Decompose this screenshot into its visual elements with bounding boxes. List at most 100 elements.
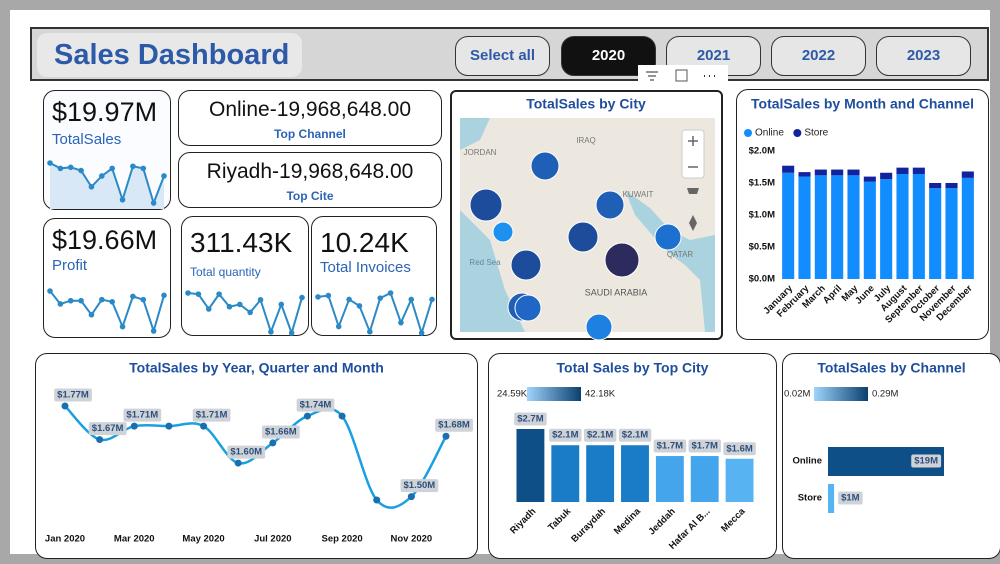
value-label-bg	[400, 479, 439, 493]
spark-point	[418, 330, 425, 336]
visual-header-bg	[638, 65, 728, 87]
legend-max: 42.18K	[585, 389, 616, 400]
legend-marker	[793, 129, 802, 137]
y-tick-label: $0.5M	[749, 242, 775, 253]
year-button[interactable]: Select all	[455, 36, 550, 76]
bar	[655, 456, 684, 502]
spark-point	[299, 294, 305, 301]
bubble	[604, 242, 640, 278]
map-label: IRAQ	[576, 136, 596, 145]
zoom-box[interactable]	[681, 129, 705, 179]
kpi-label: Top Cite	[286, 189, 334, 203]
kpi-value: Online-19,968,648.00	[209, 98, 411, 121]
y-tick-label: $2.0M	[749, 146, 775, 157]
spark-point	[47, 288, 53, 294]
spark-point	[268, 329, 274, 335]
kpi-card: Online-19,968,648.00 Top Channel	[178, 90, 442, 146]
dashboard-title: Sales Dashboard	[37, 33, 302, 77]
bubble	[585, 313, 613, 340]
spark-point	[130, 163, 136, 170]
kpi-value: Riyadh-19,968,648.00	[206, 160, 414, 183]
bar-segment	[863, 181, 876, 279]
value-label-bg	[583, 428, 617, 442]
map-zoom[interactable]	[681, 129, 705, 179]
zoom-icons[interactable]	[688, 136, 698, 168]
x-tick-label: Tabuk	[546, 506, 574, 534]
filter-icon[interactable]	[646, 71, 658, 81]
y-tick-label: $0.0M	[749, 274, 775, 285]
chart: TotalSales by Year, Quarter and Month $1.…	[45, 360, 473, 545]
bar-segment	[814, 169, 827, 176]
value-label: $2.1M	[552, 430, 578, 441]
spark-point	[346, 296, 352, 303]
sparkline	[47, 160, 167, 209]
point	[234, 459, 242, 467]
bar	[586, 445, 615, 502]
bar-segment	[814, 175, 827, 279]
kpi-value: $19.97M	[52, 97, 158, 127]
chart-title: Total Sales by Top City	[557, 360, 709, 376]
spark-point	[88, 183, 95, 190]
point	[442, 432, 450, 440]
point	[130, 422, 138, 430]
bar-segment	[912, 174, 925, 279]
year-button[interactable]: 2023	[876, 36, 971, 76]
kpi-label: Top Channel	[274, 127, 346, 141]
bar-segment	[782, 172, 795, 279]
value-label-bg	[549, 428, 582, 442]
y-tick-label: $1.0M	[749, 210, 775, 221]
spark-point	[88, 311, 95, 318]
spark-point	[150, 200, 157, 206]
bar-segment	[863, 176, 876, 182]
kpi-value: $19.66M	[52, 225, 158, 255]
focus-icon[interactable]	[675, 69, 688, 82]
spark-point	[109, 299, 115, 305]
bar-segment	[912, 167, 925, 175]
chart-card: Total Sales by Top City 24.59K 42.18K $2.7M…	[488, 353, 777, 559]
bubble	[595, 190, 625, 220]
value-label-bg	[653, 439, 687, 453]
bar-segment	[782, 165, 795, 173]
legend-label: Online	[755, 128, 784, 139]
kpi-card: 311.43K Total quantity	[181, 216, 309, 337]
map-title: TotalSales by City	[526, 96, 646, 112]
x-tick-label: Riyadh	[508, 506, 538, 536]
chart-title: TotalSales by Channel	[817, 360, 965, 376]
spark-point	[185, 290, 191, 296]
bar	[516, 429, 545, 502]
x-tick-label: Mar 2020	[114, 534, 155, 545]
sparkline	[47, 288, 167, 335]
point	[269, 439, 277, 447]
x-tick-label: Sep 2020	[321, 534, 362, 545]
spark-point	[278, 301, 285, 308]
point	[61, 402, 69, 410]
spark-point	[47, 160, 53, 166]
bar-segment	[896, 167, 909, 175]
point	[407, 493, 415, 501]
bar-segment	[880, 179, 893, 279]
spark-line	[49, 290, 165, 335]
x-tick-label: Mecca	[719, 506, 748, 535]
spark-point	[288, 330, 295, 336]
point	[165, 422, 173, 430]
spark-point	[398, 319, 404, 326]
spark-point	[237, 301, 243, 308]
spark-line	[317, 291, 433, 337]
spark-area	[50, 163, 164, 209]
bar	[621, 445, 649, 502]
spark-point	[408, 296, 415, 303]
spark-point	[161, 173, 167, 179]
spark-point	[99, 173, 105, 179]
kpi-label: Total Invoices	[320, 259, 411, 276]
legend-label: Store	[804, 128, 828, 139]
spark-point	[216, 291, 222, 297]
spark-point	[356, 303, 363, 309]
x-tick-label: Buraydah	[569, 506, 608, 545]
value-label-bg	[192, 408, 231, 422]
spark-point	[57, 301, 64, 307]
spark-point	[119, 323, 126, 330]
map-sea	[625, 190, 715, 332]
year-button[interactable]: 2022	[771, 36, 866, 76]
map-label: Red Sea	[469, 258, 501, 267]
chart-card: TotalSales by Channel 0.02M 0.29M Online $19…	[782, 353, 1000, 559]
